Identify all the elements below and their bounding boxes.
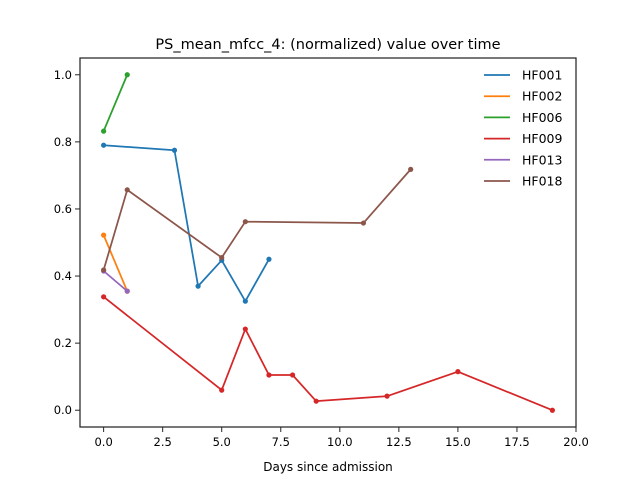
data-point (384, 393, 390, 399)
data-point (408, 166, 414, 172)
data-point (124, 72, 130, 78)
series-hf006 (101, 72, 130, 134)
legend-label: HF013 (522, 152, 562, 167)
data-point (242, 219, 248, 225)
series-layer (101, 72, 555, 413)
x-tick-label: 20.0 (563, 435, 589, 449)
series-line (103, 270, 128, 292)
chart-title: PS_mean_mfcc_4: (normalized) value over … (155, 37, 500, 53)
data-point (101, 232, 107, 238)
legend-item: HF002 (484, 89, 562, 104)
data-point (242, 326, 248, 332)
data-point (313, 398, 319, 404)
legend-label: HF001 (522, 68, 562, 83)
plot-frame (79, 57, 577, 428)
data-point (101, 267, 107, 273)
plot-background (80, 58, 576, 427)
x-axis-label: Days since admission (263, 460, 393, 474)
data-point (549, 407, 555, 413)
x-tick-label: 7.5 (272, 435, 290, 449)
y-tick-label: 0.4 (54, 269, 72, 283)
series-line (103, 144, 270, 303)
legend-label: HF006 (522, 110, 562, 125)
x-tick-label: 12.5 (386, 435, 412, 449)
legend: HF001 HF002 HF006 HF009 HF013 HF018 (484, 68, 562, 189)
legend-item: HF001 (484, 68, 562, 83)
x-tick-label: 2.5 (154, 435, 172, 449)
x-tick-label: 17.5 (504, 435, 530, 449)
data-point (219, 254, 225, 261)
data-point (171, 147, 178, 153)
series-line (102, 234, 129, 292)
data-point (101, 294, 107, 300)
data-point (124, 187, 130, 193)
data-point (242, 298, 248, 304)
x-tick-label: 15.0 (445, 435, 471, 449)
data-point (289, 372, 296, 378)
series-line (102, 168, 412, 271)
y-axis: 0.0 0.2 0.4 0.6 0.8 1.0 (54, 68, 80, 417)
x-axis: 0.0 2.5 5.0 7.5 10.0 12.5 15.0 17.5 20.0 (94, 427, 589, 449)
legend-item: HF018 (484, 174, 562, 189)
x-tick-label: 5.0 (213, 435, 231, 449)
y-tick-label: 0.6 (54, 202, 72, 216)
data-point (455, 369, 461, 375)
legend-item: HF013 (484, 152, 562, 167)
x-tick-label: 0.0 (94, 435, 112, 449)
y-tick-label: 0.8 (54, 135, 72, 149)
data-point (266, 256, 272, 262)
y-tick-label: 0.2 (54, 336, 72, 350)
data-point (101, 128, 107, 134)
series-line (102, 74, 129, 132)
data-point (195, 283, 201, 289)
legend-item: HF006 (484, 110, 562, 125)
data-point (124, 288, 130, 294)
y-tick-label: 1.0 (54, 68, 72, 82)
series-hf018 (101, 166, 414, 273)
data-point (101, 142, 107, 148)
data-point (266, 372, 272, 378)
series-hf009 (101, 294, 555, 413)
y-tick-label: 0.0 (54, 403, 72, 417)
legend-label: HF002 (522, 89, 562, 104)
x-tick-label: 10.0 (327, 435, 353, 449)
series-hf001 (101, 142, 272, 304)
legend-label: HF009 (522, 131, 562, 146)
data-point (219, 387, 225, 393)
legend-label: HF018 (522, 174, 562, 189)
data-point (360, 220, 367, 226)
legend-item: HF009 (484, 131, 562, 146)
